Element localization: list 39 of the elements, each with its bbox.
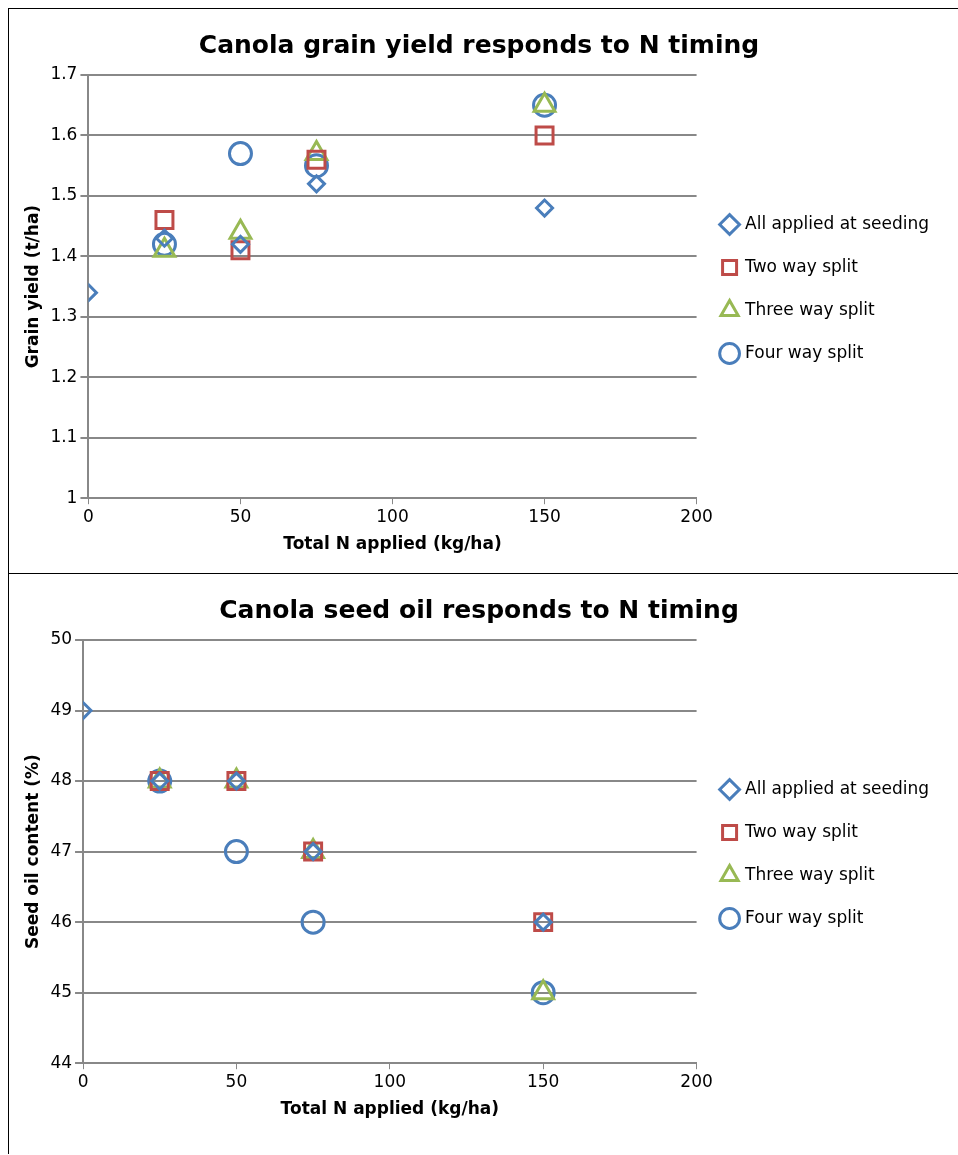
legend-label: Four way split [745, 341, 864, 362]
legend-label: All applied at seeding [745, 777, 929, 798]
x-tick-label: 200 [680, 505, 713, 526]
y-tick-label: 1.5 [50, 184, 78, 205]
x-tick-label: 50 [229, 505, 252, 526]
y-tick-label: 46 [50, 910, 73, 931]
y-tick-label: 48 [50, 769, 73, 790]
legend-label: Three way split [744, 298, 876, 319]
y-tick-label: 49 [50, 698, 73, 719]
x-tick-label: 50 [225, 1070, 248, 1091]
x-axis-title: Total N applied (kg/ha) [280, 1098, 499, 1119]
y-tick-label: 1 [66, 486, 78, 507]
legend-label: Four way split [745, 906, 864, 927]
y-axis-title: Seed oil content (%) [21, 754, 42, 950]
x-tick-label: 150 [528, 505, 561, 526]
y-tick-label: 1.4 [50, 244, 78, 265]
legend-label: Two way split [744, 255, 859, 276]
y-tick-label: 1.7 [50, 63, 78, 84]
x-tick-label: 200 [680, 1070, 713, 1091]
x-tick-label: 100 [373, 1070, 407, 1091]
y-axis-title: Grain yield (t/ha) [21, 204, 42, 369]
y-tick-label: 1.6 [50, 123, 78, 144]
x-tick-label: 0 [83, 505, 94, 526]
y-tick-label: 50 [50, 628, 73, 649]
y-tick-label: 1.3 [50, 305, 78, 326]
x-axis-title: Total N applied (kg/ha) [283, 533, 502, 554]
legend-label: All applied at seeding [745, 212, 929, 233]
x-tick-label: 0 [77, 1070, 89, 1091]
y-tick-label: 45 [50, 981, 73, 1002]
y-tick-label: 44 [50, 1051, 73, 1072]
legend-label: Three way split [744, 863, 876, 884]
x-tick-label: 100 [376, 505, 409, 526]
chart-title: Canola grain yield responds to N timing [198, 29, 760, 59]
x-tick-label: 150 [526, 1070, 560, 1091]
chart-title: Canola seed oil responds to N timing [219, 594, 739, 624]
y-tick-label: 1.2 [50, 365, 78, 386]
y-tick-label: 47 [50, 840, 73, 861]
y-tick-label: 1.1 [50, 426, 78, 447]
legend-label: Two way split [744, 820, 859, 841]
